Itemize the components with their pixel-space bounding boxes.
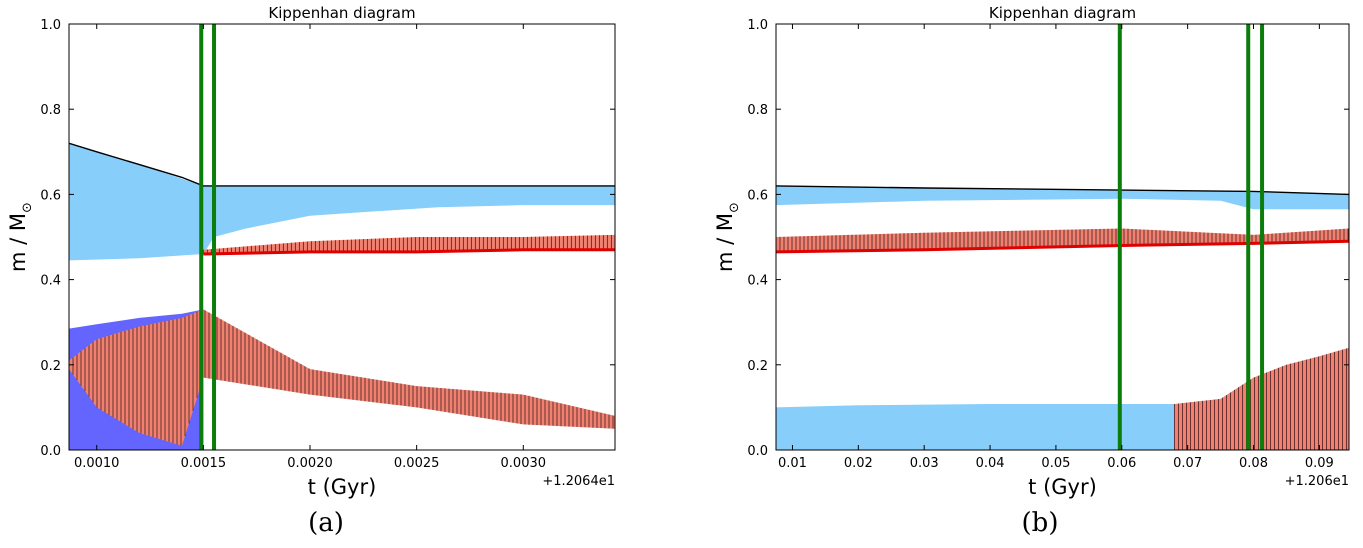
plot-area: [776, 24, 1349, 450]
y-tick-label: 0.0: [747, 444, 768, 459]
x-tick-label: 0.01: [778, 456, 807, 471]
envelope-convection-zone: [69, 143, 615, 261]
y-tick-label: 0.4: [40, 274, 61, 289]
x-tick-label: 0.04: [976, 456, 1005, 471]
plot-area: [69, 24, 615, 450]
stellar-surface-line: [69, 142, 615, 187]
x-tick-label: 0.06: [1107, 456, 1136, 471]
x-tick-label: 0.05: [1041, 456, 1070, 471]
x-offset-label: +1.206e1: [1285, 474, 1349, 489]
x-tick-label: 0.0015: [181, 456, 227, 471]
caption-a: (a): [308, 508, 344, 538]
envelope-convection-zone: [776, 185, 1349, 210]
shell-burning-peak-line: [203, 248, 615, 256]
x-axis-label: t (Gyr): [308, 475, 377, 499]
x-tick-label: 0.03: [910, 456, 939, 471]
y-tick-label: 0.6: [40, 188, 61, 203]
y-tick-label: 0.8: [747, 103, 768, 118]
x-tick-label: 0.08: [1239, 456, 1268, 471]
x-offset-label: +1.2064e1: [542, 474, 615, 489]
chart-title: Kippenhan diagram: [268, 4, 415, 22]
kippenhahn-chart-a: 0.0 0.2 0.4 0.6 0.8 1.0 0.0010 0.0015 0.0020 0.00…: [6, 4, 616, 499]
y-axis-label: m / M⊙: [713, 202, 742, 272]
x-tick-label: 0.09: [1305, 456, 1334, 471]
caption-b: (b): [1021, 508, 1059, 538]
y-tick-label: 0.2: [747, 359, 768, 374]
x-axis-label: t (Gyr): [1028, 475, 1097, 499]
y-tick-label: 0.6: [747, 188, 768, 203]
y-axis-label-subscript: ⊙: [727, 202, 742, 213]
core-burning-zone: [69, 309, 615, 446]
x-tick-label: 0.02: [844, 456, 873, 471]
y-axis-label: m / M⊙: [6, 202, 35, 272]
axes-frame: [775, 23, 1350, 451]
y-tick-label: 0.2: [40, 359, 61, 374]
x-tick-label: 0.0020: [287, 456, 333, 471]
y-tick-label: 0.0: [40, 444, 61, 459]
y-tick-label: 1.0: [747, 18, 768, 33]
x-tick-label: 0.0010: [74, 456, 120, 471]
chart-title: Kippenhan diagram: [989, 4, 1136, 22]
y-tick-label: 0.8: [40, 103, 61, 118]
x-tick-label: 0.0025: [394, 456, 440, 471]
kippenhahn-chart-b: 0.0 0.2 0.4 0.6 0.8 1.0 0.01 0.02 0.03 0.04 0.05 0.…: [713, 4, 1350, 499]
x-tick-label: 0.0030: [501, 456, 547, 471]
shell-burning-hatch: [776, 228, 1349, 252]
y-tick-label: 0.4: [747, 274, 768, 289]
y-axis-label-subscript: ⊙: [20, 202, 35, 213]
y-tick-label: 1.0: [40, 18, 61, 33]
x-tick-label: 0.07: [1173, 456, 1202, 471]
axes-frame: [68, 23, 616, 451]
shell-burning-zone: [776, 228, 1349, 252]
